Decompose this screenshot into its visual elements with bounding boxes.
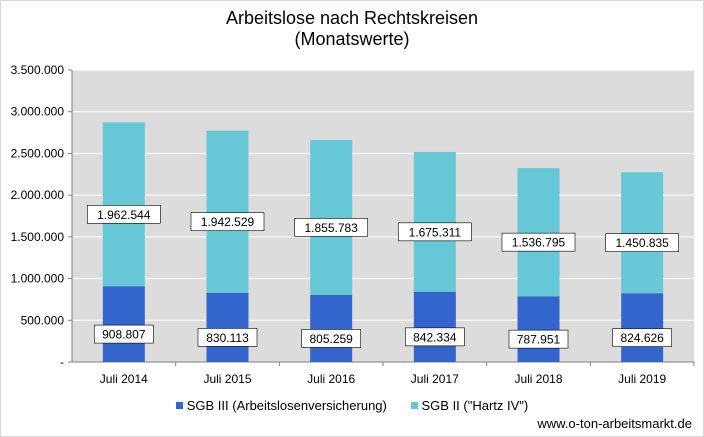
legend: SGB III (Arbeitslosenversicherung) SGB I…	[0, 397, 704, 413]
data-label: 824.626	[620, 331, 664, 345]
data-label-box	[294, 218, 368, 237]
x-tick-label: Juli 2017	[411, 372, 459, 386]
y-tick-label: -	[60, 355, 64, 369]
bar-sgb3	[517, 296, 560, 362]
y-tick-label: 1.000.000	[11, 272, 65, 286]
legend-item-sgb2: SGB II ("Hartz IV")	[410, 398, 529, 413]
bar-sgb3	[206, 292, 249, 362]
y-tick-label: 3.500.000	[11, 63, 65, 77]
data-label: 1.962.544	[97, 208, 151, 222]
data-label: 1.536.795	[512, 236, 566, 250]
chart-title-block: Arbeitslose nach Rechtskreisen (Monatswe…	[0, 8, 704, 50]
data-label: 842.334	[413, 330, 457, 344]
data-label: 908.807	[102, 328, 146, 342]
data-label: 1.942.529	[201, 215, 255, 229]
y-tick-label: 3.000.000	[11, 105, 65, 119]
x-tick-label: Juli 2015	[203, 372, 251, 386]
bar-sgb2	[206, 130, 249, 293]
data-label: 1.675.311	[409, 225, 462, 239]
source-watermark: www.o-ton-arbeitsmarkt.de	[537, 416, 692, 431]
bar-sgb3	[310, 294, 353, 362]
plot-area	[72, 70, 694, 362]
y-tick-label: 2.000.000	[11, 188, 65, 202]
data-label: 805.259	[309, 332, 353, 346]
data-label: 830.113	[206, 331, 249, 345]
data-label-box	[87, 205, 161, 224]
data-label: 1.450.835	[615, 236, 669, 250]
y-tick-label: 500.000	[21, 313, 65, 327]
legend-item-sgb3: SGB III (Arbeitslosenversicherung)	[175, 398, 387, 413]
x-tick-label: Juli 2016	[307, 372, 355, 386]
data-label-box	[197, 328, 258, 347]
data-label-box	[190, 212, 265, 232]
data-label: 1.855.783	[304, 221, 358, 235]
data-label: 787.951	[517, 333, 561, 347]
legend-label-sgb2: SGB II ("Hartz IV")	[421, 398, 529, 413]
bar-sgb2	[621, 172, 664, 294]
data-label-box	[94, 324, 154, 344]
chart-title: Arbeitslose nach Rechtskreisen	[225, 8, 479, 28]
data-label-box	[301, 329, 361, 348]
data-label-box	[605, 233, 679, 252]
bar-sgb2	[102, 122, 145, 287]
chart-subtitle: (Monatswerte)	[294, 29, 410, 49]
bar-sgb3	[621, 293, 664, 362]
bar-sgb3	[102, 286, 145, 362]
x-tick-label: Juli 2019	[618, 372, 666, 386]
data-label-box	[398, 222, 472, 242]
data-label-box	[508, 329, 569, 349]
data-label-box	[612, 328, 672, 347]
legend-label-sgb3: SGB III (Arbeitslosenversicherung)	[186, 398, 387, 413]
legend-swatch-sgb2	[410, 402, 418, 409]
data-label-box	[405, 327, 465, 347]
data-label-box	[501, 232, 576, 252]
y-tick-label: 2.500.000	[11, 146, 65, 160]
x-tick-label: Juli 2014	[100, 372, 148, 386]
bar-sgb2	[517, 168, 560, 297]
y-tick-label: 1.500.000	[11, 230, 65, 244]
bar-sgb2	[413, 151, 456, 292]
x-tick-label: Juli 2018	[514, 372, 562, 386]
bar-sgb3	[413, 291, 456, 362]
bar-sgb2	[310, 139, 353, 295]
legend-swatch-sgb3	[175, 402, 183, 409]
